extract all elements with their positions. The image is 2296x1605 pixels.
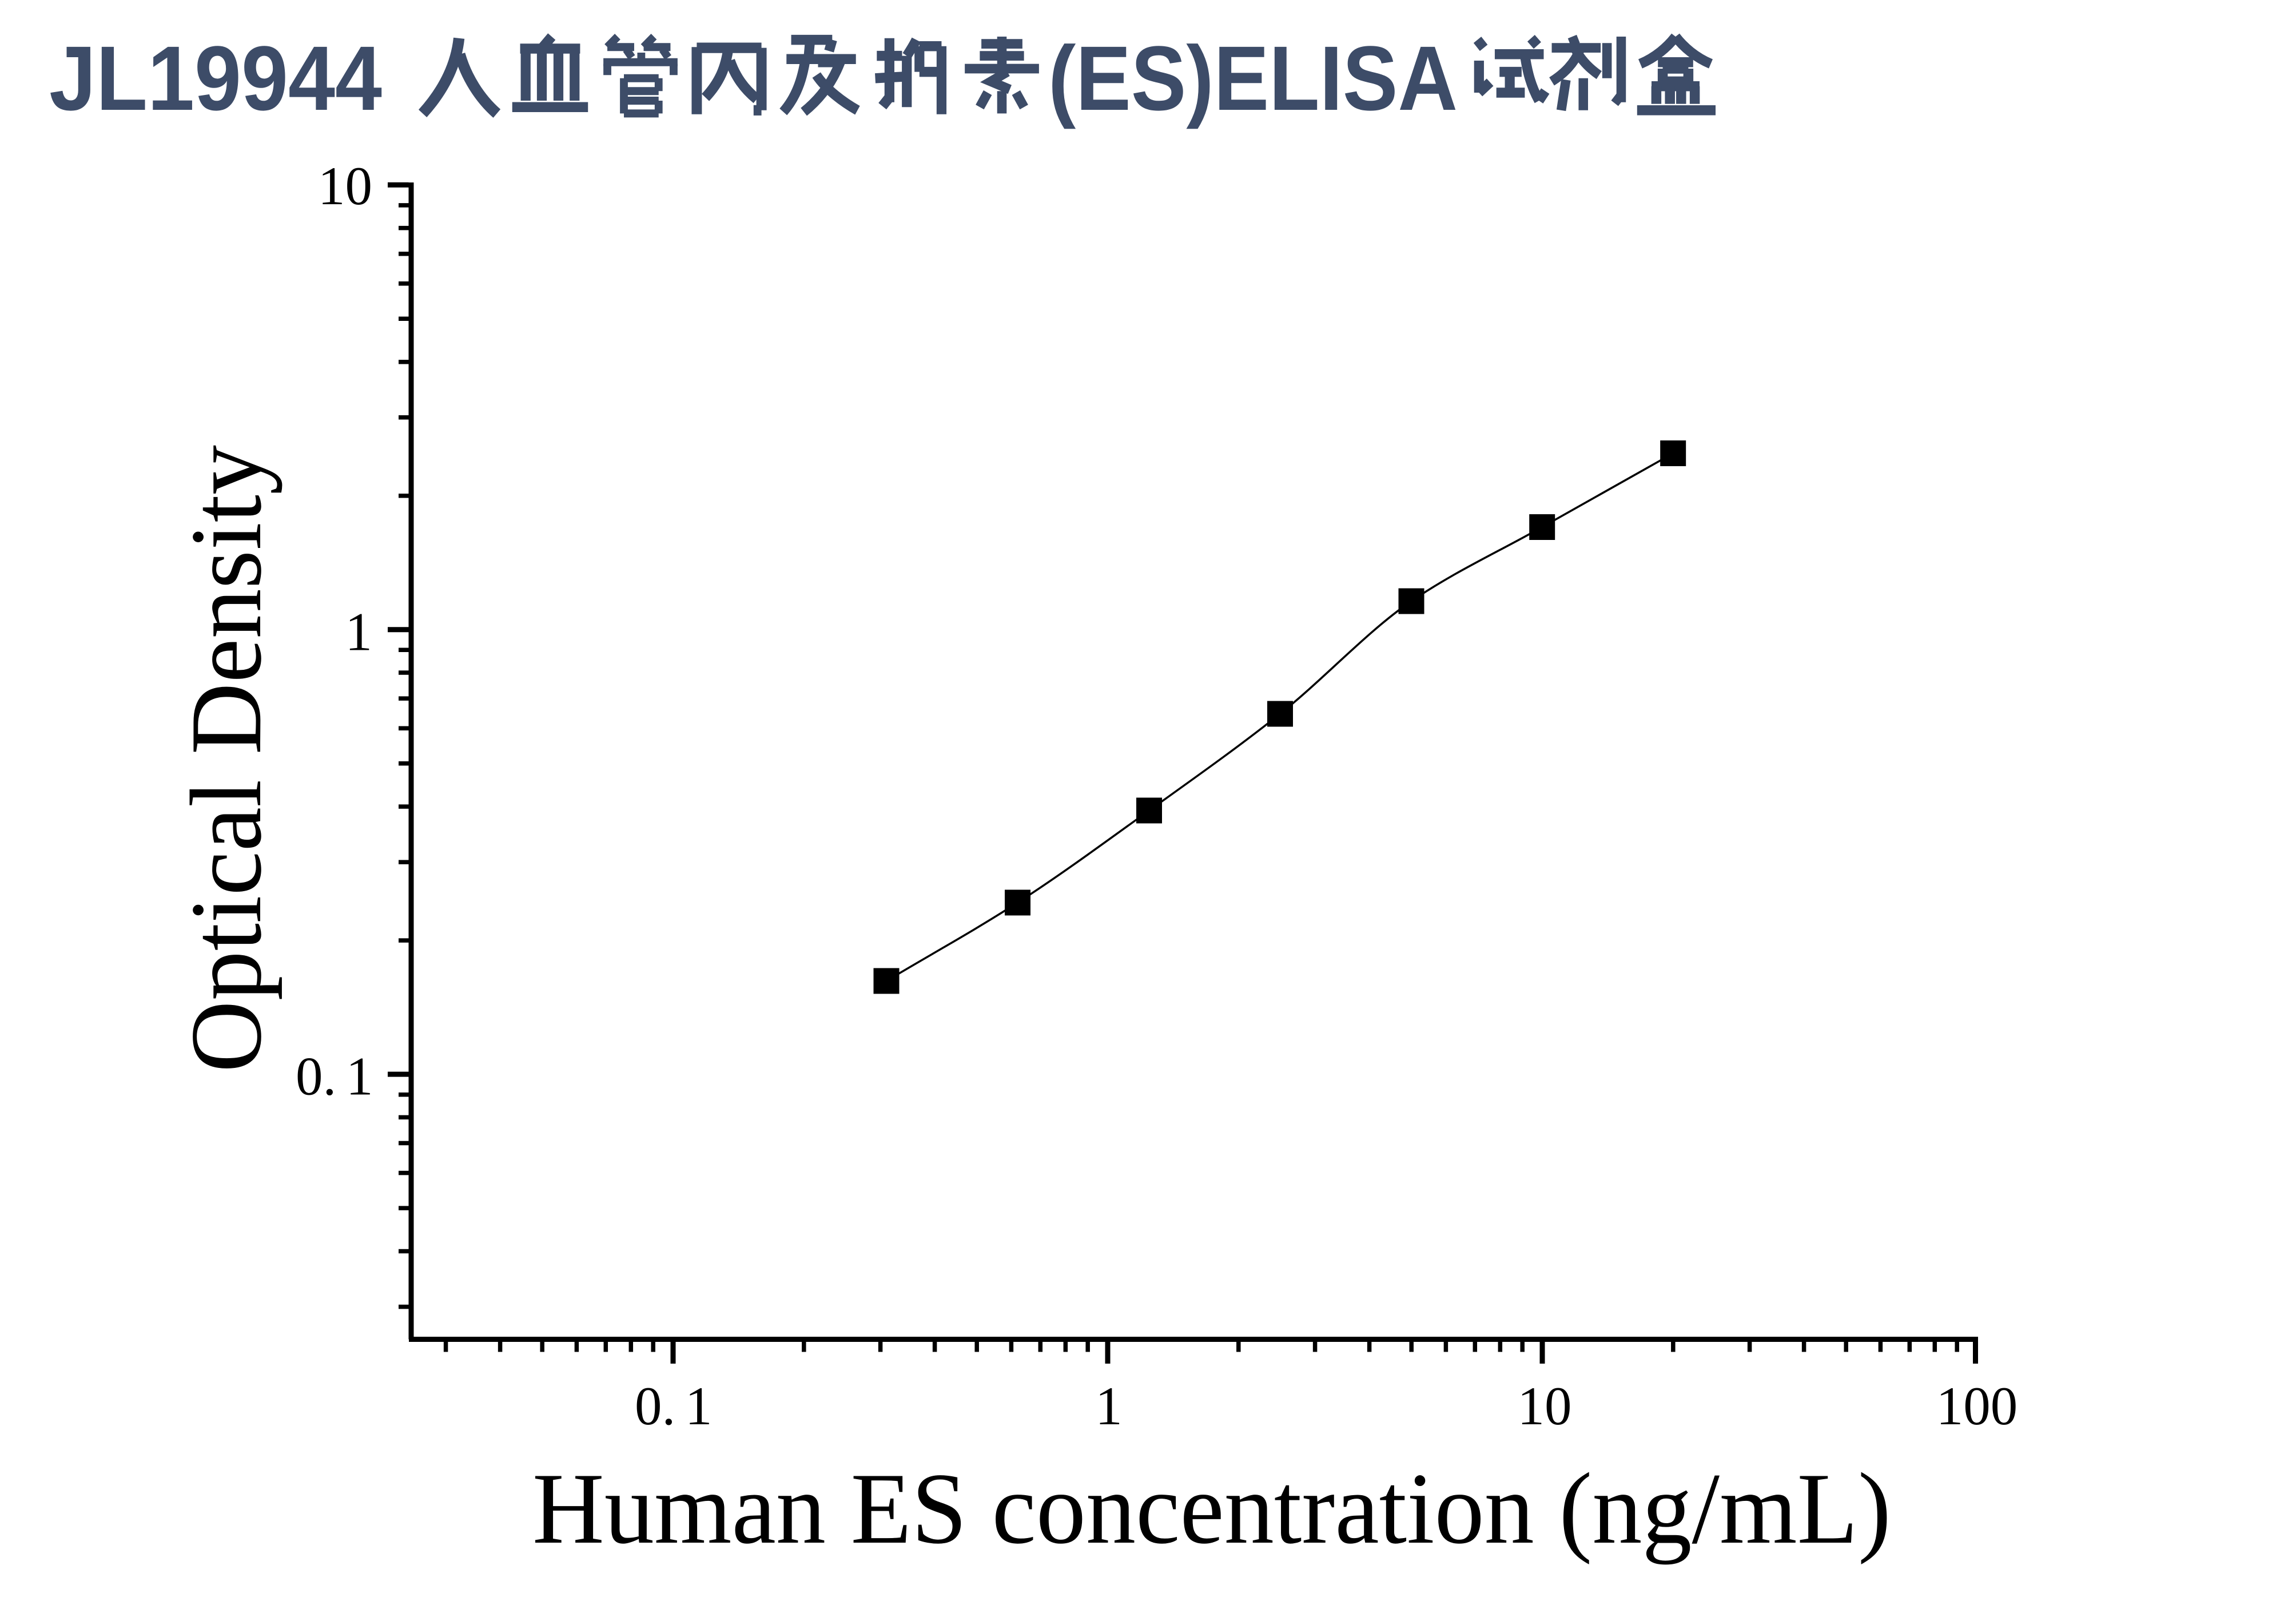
- svg-text:0.1: 0. 1: [635, 1376, 713, 1436]
- svg-text:10: 10: [1518, 1376, 1572, 1436]
- svg-text:1: 1: [345, 601, 373, 662]
- svg-text:Human ES concentration (ng/mL): Human ES concentration (ng/mL): [532, 1452, 1891, 1565]
- svg-text:10: 10: [318, 156, 372, 216]
- svg-text:100: 100: [1936, 1376, 2018, 1436]
- svg-text:JL19944: JL19944: [49, 27, 382, 129]
- svg-text:0.1: 0. 1: [296, 1046, 373, 1107]
- svg-text:(ES)ELISA: (ES)ELISA: [1048, 27, 1458, 129]
- svg-text:1: 1: [1095, 1376, 1123, 1436]
- svg-text:Optical Density: Optical Density: [169, 445, 282, 1072]
